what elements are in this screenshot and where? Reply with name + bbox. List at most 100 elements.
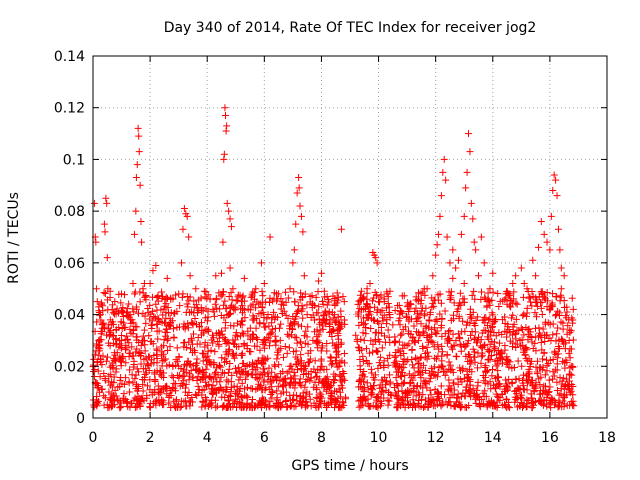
data-point-dense <box>243 361 251 369</box>
data-point-dense <box>186 293 194 301</box>
data-point-dense <box>455 333 463 341</box>
data-point-dense <box>215 342 223 350</box>
data-point-dense <box>248 385 256 393</box>
data-point <box>373 259 381 267</box>
data-point-dense <box>367 382 375 390</box>
data-point-dense <box>286 396 294 404</box>
data-point-dense <box>261 344 269 352</box>
data-point-dense <box>372 337 380 345</box>
data-point-dense <box>134 399 142 407</box>
data-point <box>100 220 108 228</box>
data-point-dense <box>239 359 247 367</box>
data-point-dense <box>233 386 241 394</box>
data-point-dense <box>251 289 259 297</box>
data-point-dense <box>395 363 403 371</box>
data-point-dense <box>523 309 531 317</box>
data-point-dense <box>449 330 457 338</box>
data-point-dense <box>130 357 138 365</box>
data-point-dense <box>198 375 206 383</box>
data-point-dense <box>241 375 249 383</box>
data-point <box>185 233 193 241</box>
data-point-dense <box>563 359 571 367</box>
data-point-dense <box>249 396 257 404</box>
data-point-dense <box>271 362 279 370</box>
data-point-dense <box>333 363 341 371</box>
data-point-dense <box>230 354 238 362</box>
data-point-dense <box>311 357 319 365</box>
data-point-dense <box>384 293 392 301</box>
data-point-dense <box>158 362 166 370</box>
data-point-dense <box>221 297 229 305</box>
data-point-dense <box>307 368 315 376</box>
data-point-dense <box>391 306 399 314</box>
data-point <box>465 130 473 138</box>
data-point-dense <box>154 382 162 390</box>
data-point-dense <box>393 393 401 401</box>
data-point-dense <box>546 383 554 391</box>
data-point-dense <box>396 314 404 322</box>
data-point-dense <box>117 397 125 405</box>
data-point-dense <box>434 368 442 376</box>
data-point <box>397 373 405 381</box>
data-point-dense <box>484 356 492 364</box>
data-point-dense <box>553 366 561 374</box>
data-point <box>372 254 380 262</box>
data-point-dense <box>397 331 405 339</box>
data-point-dense <box>129 305 137 313</box>
data-point-dense <box>418 304 426 312</box>
data-point-dense <box>399 399 407 407</box>
data-point-dense <box>292 391 300 399</box>
data-point-dense <box>259 396 267 404</box>
data-point-dense <box>438 332 446 340</box>
data-point <box>529 256 537 264</box>
data-point-dense <box>535 375 543 383</box>
data-point-dense <box>201 353 209 361</box>
data-point-dense <box>200 386 208 394</box>
data-point-dense <box>312 373 320 381</box>
data-point-dense <box>563 303 571 311</box>
data-point-dense <box>525 325 533 333</box>
data-point-dense <box>267 378 275 386</box>
data-point-dense <box>356 366 364 374</box>
data-point-dense <box>218 368 226 376</box>
data-point <box>102 194 110 202</box>
data-point-dense <box>487 352 495 360</box>
data-point-dense <box>105 328 113 336</box>
data-point <box>130 230 138 238</box>
data-point-dense <box>378 344 386 352</box>
data-point-dense <box>316 327 324 335</box>
data-point-dense <box>141 312 149 320</box>
data-point <box>449 274 457 282</box>
data-point <box>192 285 200 293</box>
data-point-dense <box>318 342 326 350</box>
data-point-dense <box>141 347 149 355</box>
data-point <box>135 132 143 140</box>
data-point-dense <box>464 351 472 359</box>
data-point <box>212 272 220 280</box>
data-point-dense <box>566 326 574 334</box>
data-point <box>554 225 562 233</box>
data-point-dense <box>259 360 267 368</box>
data-point-dense <box>497 349 505 357</box>
data-point-dense <box>449 379 457 387</box>
data-point-dense <box>239 292 247 300</box>
data-point <box>489 269 497 277</box>
data-point-dense <box>398 387 406 395</box>
data-point-dense <box>220 402 228 410</box>
data-point-dense <box>243 345 251 353</box>
data-point-dense <box>230 340 238 348</box>
data-point-dense <box>97 299 105 307</box>
data-point-dense <box>204 327 212 335</box>
data-point-dense <box>331 398 339 406</box>
data-point-dense <box>307 314 315 322</box>
data-point-dense <box>406 380 414 388</box>
data-point-dense <box>471 322 479 330</box>
data-point-dense <box>502 294 510 302</box>
data-point-dense <box>280 301 288 309</box>
y-tick-label: 0.06 <box>54 256 85 272</box>
data-point-dense <box>531 309 539 317</box>
data-point-dense <box>284 294 292 302</box>
data-point-dense <box>221 324 229 332</box>
data-point-dense <box>491 375 499 383</box>
